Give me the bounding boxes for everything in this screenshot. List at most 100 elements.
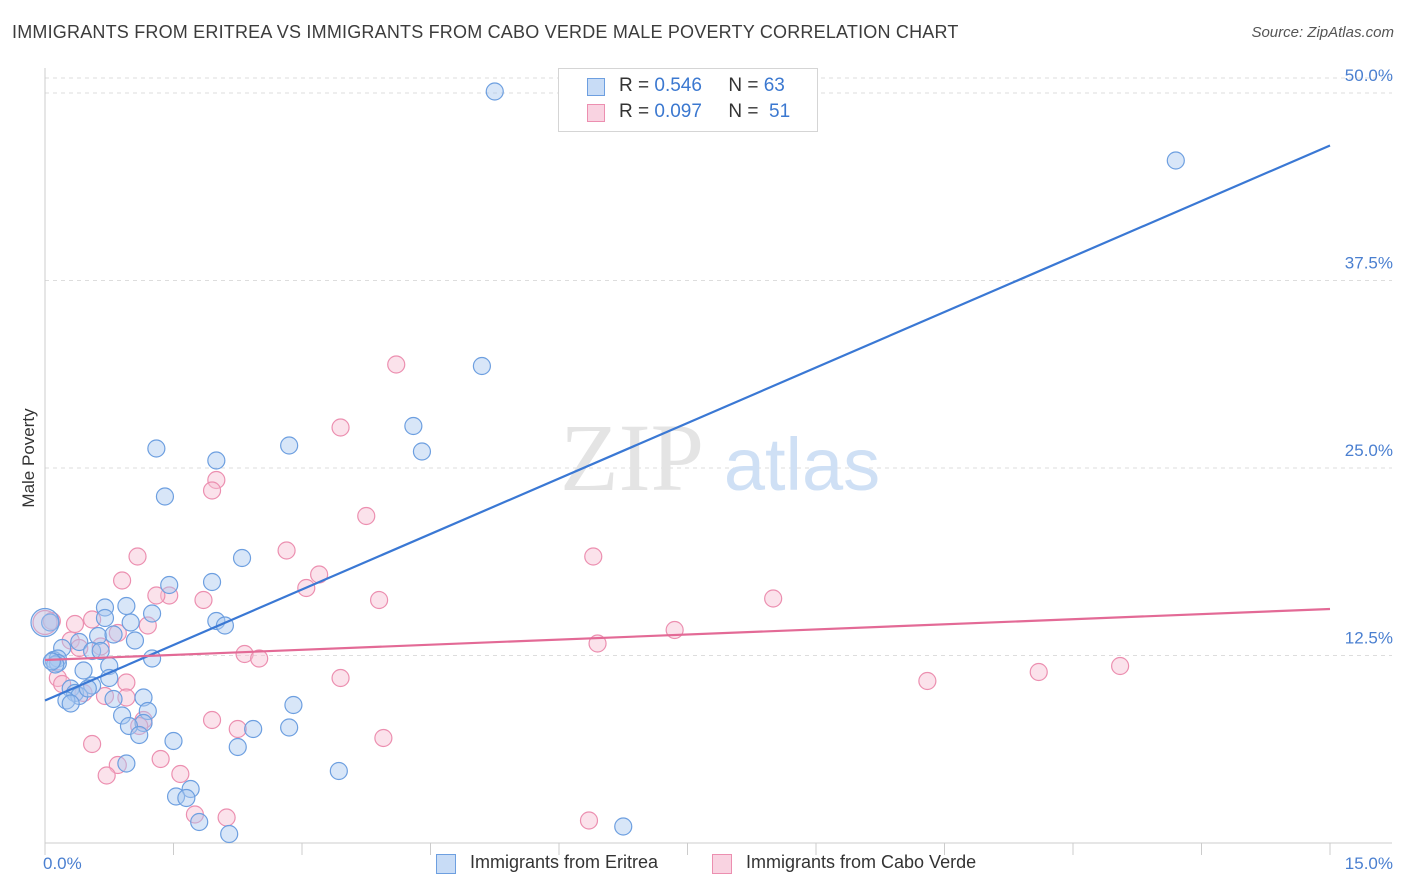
- cabo-verde-point: [250, 649, 269, 668]
- cabo-verde-point: [83, 734, 102, 754]
- eritrea-point: [95, 598, 115, 617]
- grid-lines: [45, 77, 1392, 656]
- cabo-verde-point: [217, 808, 236, 827]
- eritrea-point: [138, 701, 157, 721]
- eritrea-point: [117, 754, 136, 773]
- y-axis-title: Male Poverty: [19, 408, 38, 508]
- cabo-verde-point: [138, 616, 157, 635]
- eritrea-point: [117, 596, 136, 616]
- cabo-verde-point: [918, 671, 937, 691]
- eritrea-point: [284, 695, 303, 715]
- eritrea-point: [232, 548, 252, 568]
- legend-n-value-cabo-verde: 51: [769, 101, 791, 122]
- legend-r-value-cabo-verde: 0.097: [654, 101, 702, 122]
- cabo-verde-point-cluster: [32, 609, 58, 636]
- eritrea-point: [164, 731, 183, 751]
- eritrea-point: [228, 737, 247, 757]
- eritrea-point: [70, 632, 89, 652]
- eritrea-point: [329, 761, 348, 781]
- eritrea-point: [220, 824, 239, 844]
- cabo-verde-point: [370, 590, 389, 610]
- eritrea-point: [134, 713, 153, 733]
- source-label: Source: ZipAtlas.com: [1251, 24, 1394, 41]
- cabo-verde-point: [228, 719, 247, 739]
- eritrea-point: [121, 613, 140, 632]
- eritrea-point: [42, 652, 61, 671]
- cabo-verde-point: [1111, 656, 1130, 676]
- legend-swatch-cabo-verde: [587, 104, 605, 122]
- cabo-verde-point: [357, 506, 376, 526]
- eritrea-point: [104, 689, 123, 709]
- y-tick-label: 37.5%: [1345, 254, 1393, 273]
- legend-n-label: N =: [728, 75, 759, 96]
- eritrea-point: [119, 716, 139, 736]
- eritrea-trend-line: [44, 144, 1331, 702]
- eritrea-point: [130, 725, 149, 745]
- bottom-legend-label-eritrea: Immigrants from Eritrea: [470, 852, 659, 872]
- trend-lines: [44, 144, 1331, 702]
- cabo-verde-point: [207, 470, 226, 490]
- watermark-atlas: atlas: [724, 423, 880, 506]
- eritrea-point: [104, 625, 123, 644]
- bottom-legend-swatch-cabo-verde: [712, 854, 732, 874]
- eritrea-point: [244, 719, 263, 739]
- eritrea-point: [155, 487, 175, 506]
- legend-r-value-eritrea: 0.546: [654, 75, 702, 96]
- cabo-verde-point: [331, 418, 350, 437]
- eritrea-point: [202, 572, 222, 592]
- x-tick-label-max: 15.0%: [1345, 854, 1393, 873]
- eritrea-point: [207, 451, 226, 470]
- eritrea-point: [485, 82, 504, 101]
- eritrea-point: [95, 608, 115, 628]
- cabo-verde-point: [764, 589, 783, 608]
- eritrea-point: [125, 631, 145, 650]
- axes: [44, 68, 1392, 855]
- cabo-verde-point: [171, 764, 190, 784]
- cabo-verde-point: [128, 547, 147, 566]
- bottom-legend-swatch-eritrea: [436, 854, 456, 874]
- cabo-verde-point: [331, 668, 350, 688]
- eritrea-point: [142, 604, 162, 623]
- cabo-verde-point: [65, 614, 85, 634]
- legend-swatch-eritrea: [587, 78, 605, 96]
- legend-r-label: R =: [619, 75, 650, 96]
- cabo-verde-point: [202, 710, 222, 730]
- watermark-zip: ZIP: [560, 404, 704, 511]
- watermark: ZIP atlas: [560, 404, 880, 511]
- tick-labels: 12.5% 25.0% 37.5% 50.0% 0.0% 15.0%: [43, 66, 1393, 873]
- eritrea-point: [472, 356, 491, 376]
- legend-n-label: N =: [728, 101, 759, 122]
- chart-title: IMMIGRANTS FROM ERITREA VS IMMIGRANTS FR…: [12, 22, 959, 42]
- cabo-verde-point: [584, 547, 603, 566]
- eritrea-point: [112, 706, 132, 725]
- cabo-verde-point: [202, 481, 222, 500]
- eritrea-point: [412, 442, 432, 461]
- y-tick-label: 50.0%: [1345, 66, 1393, 85]
- eritrea-point: [147, 439, 166, 458]
- bottom-legend-label-cabo-verde: Immigrants from Cabo Verde: [746, 852, 977, 872]
- legend-n-value-eritrea: 63: [763, 75, 785, 96]
- eritrea-point: [61, 694, 80, 713]
- cabo-verde-point: [579, 811, 599, 830]
- cabo-verde-trend-line: [44, 607, 1331, 662]
- cabo-verde-point: [374, 728, 393, 748]
- cabo-verde-point: [147, 586, 166, 605]
- cabo-verde-point: [91, 637, 110, 656]
- eritrea-point: [160, 575, 179, 595]
- eritrea-point: [280, 718, 299, 737]
- y-tick-label: 25.0%: [1345, 441, 1393, 460]
- cabo-verde-point: [97, 766, 116, 785]
- cabo-verde-point: [1029, 662, 1048, 682]
- eritrea-point: [190, 812, 209, 832]
- eritrea-point-cluster: [30, 607, 60, 638]
- correlation-legend: R = 0.546 N = 63 R = 0.097 N = 51: [558, 68, 818, 132]
- eritrea-point: [1166, 151, 1185, 170]
- eritrea-point: [74, 661, 93, 680]
- cabo-verde-point: [117, 673, 136, 692]
- eritrea-point: [177, 788, 196, 808]
- y-tick-label: 12.5%: [1345, 629, 1393, 648]
- cabo-verde-point: [151, 749, 170, 769]
- cabo-verde-point: [235, 644, 254, 664]
- eritrea-point: [614, 817, 633, 836]
